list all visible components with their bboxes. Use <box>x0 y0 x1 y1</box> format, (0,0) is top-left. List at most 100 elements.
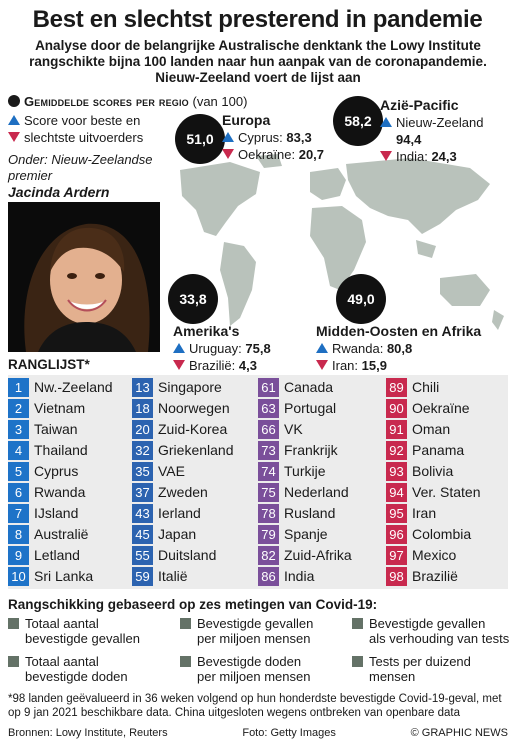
ranking-row: 74 Turkije <box>258 461 326 481</box>
rank-number: 94 <box>386 482 407 502</box>
region-name-amerika: Amerika's <box>173 323 240 339</box>
legend-line2: slechtste uitvoerders <box>24 130 144 145</box>
rank-number: 37 <box>132 482 153 502</box>
region-worst-amerika: Brazilië: 4,3 <box>173 357 271 374</box>
footer: Bronnen: Lowy Institute, Reuters Foto: G… <box>8 727 508 739</box>
metric-line1: Tests per duizend <box>369 654 471 669</box>
rank-number: 74 <box>258 461 279 481</box>
metric-line2: bevestigde gevallen <box>25 631 140 646</box>
rank-country: Chili <box>412 379 440 395</box>
legend-line-best: Score voor beste en <box>8 113 140 128</box>
score-bubble-midden: 49,0 <box>336 274 386 324</box>
triangle-down-icon <box>380 151 392 161</box>
region-name-midden: Midden-Oosten en Afrika <box>316 323 482 339</box>
metric-text: Bevestigde doden per miljoen mensen <box>197 654 310 684</box>
ranking-row: 73 Frankrijk <box>258 440 338 460</box>
ranking-row: 1 Nw.-Zeeland <box>8 377 113 397</box>
rank-number: 86 <box>258 566 279 586</box>
ranking-row: 98 Brazilië <box>386 566 458 586</box>
photo-caption: Onder: Nieuw-Zeelandse premier <box>8 152 153 184</box>
rank-number: 18 <box>132 398 153 418</box>
rank-number: 59 <box>132 566 153 586</box>
rank-country: IJsland <box>34 505 79 521</box>
legend-line-worst: slechtste uitvoerders <box>8 130 143 145</box>
page-subtitle: Analyse door de belangrijke Australische… <box>29 38 487 85</box>
portrait-photo <box>8 202 160 352</box>
metric-item: Bevestigde gevallen als verhouding van te… <box>352 616 509 646</box>
rank-country: Japan <box>158 526 197 542</box>
triangle-down-icon <box>316 360 328 370</box>
region-midden: Midden-Oosten en Afrika Rwanda: 80,8 Ira… <box>316 323 481 374</box>
rank-country: Duitsland <box>158 547 217 563</box>
triangle-up-icon <box>222 132 234 142</box>
rank-country: Bolivia <box>412 463 454 479</box>
rank-number: 43 <box>132 503 153 523</box>
rank-number: 79 <box>258 524 279 544</box>
rank-number: 45 <box>132 524 153 544</box>
ranking-row: 92 Panama <box>386 440 464 460</box>
square-bullet-icon <box>8 618 19 629</box>
region-best-azie: Nieuw-Zeeland <box>380 114 483 131</box>
region-best-europa: Cyprus: 83,3 <box>222 129 324 146</box>
ranking-row: 45 Japan <box>132 524 196 544</box>
rank-number: 93 <box>386 461 407 481</box>
portrait-illustration <box>8 202 160 352</box>
metric-item: Bevestigde doden per miljoen mensen <box>180 654 310 684</box>
score-bubble-amerika: 33,8 <box>168 274 218 324</box>
ranking-row: 5 Cyprus <box>8 461 78 481</box>
ranking-row: 61 Canada <box>258 377 333 397</box>
rank-number: 92 <box>386 440 407 460</box>
ranking-row: 55 Duitsland <box>132 545 216 565</box>
legend-heading: Gemiddelde scores per regio (van 100) <box>8 94 247 109</box>
triangle-down-icon <box>222 149 234 159</box>
triangle-down-icon <box>173 360 185 370</box>
basis-title: Rangschikking gebaseerd op zes metingen … <box>8 597 378 612</box>
rank-number: 89 <box>386 377 407 397</box>
ranking-row: 94 Ver. Staten <box>386 482 481 502</box>
rank-number: 35 <box>132 461 153 481</box>
ranking-row: 86 India <box>258 566 314 586</box>
rank-country: Turkije <box>284 463 326 479</box>
rank-country: Zuid-Korea <box>158 421 228 437</box>
rank-number: 82 <box>258 545 279 565</box>
rank-number: 90 <box>386 398 407 418</box>
page-title: Best en slechtst presterend in pandemie <box>32 6 483 33</box>
ranking-row: 18 Noorwegen <box>132 398 230 418</box>
ranking-row: 78 Rusland <box>258 503 335 523</box>
metric-line2: mensen <box>369 669 416 684</box>
rank-number: 63 <box>258 398 279 418</box>
triangle-up-icon <box>316 343 328 353</box>
square-bullet-icon <box>180 618 191 629</box>
metric-line1: Bevestigde gevallen <box>197 616 314 631</box>
legend-line1: Score voor beste en <box>24 113 141 128</box>
square-bullet-icon <box>352 618 363 629</box>
rank-number: 75 <box>258 482 279 502</box>
metric-line1: Bevestigde gevallen <box>369 616 486 631</box>
square-bullet-icon <box>180 656 191 667</box>
rank-country: Nw.-Zeeland <box>34 379 113 395</box>
region-name-azie: Azië-Pacific <box>380 97 459 113</box>
rank-number: 2 <box>8 398 29 418</box>
ranking-row: 96 Colombia <box>386 524 471 544</box>
rank-country: Sri Lanka <box>34 568 94 584</box>
region-amerika: Amerika's Uruguay: 75,8 Brazilië: 4,3 <box>173 323 271 374</box>
ranking-row: 90 Oekraïne <box>386 398 470 418</box>
rank-country: Canada <box>284 379 334 395</box>
metric-text: Bevestigde gevallen als verhouding van te… <box>369 616 509 646</box>
rank-country: Ver. Staten <box>412 484 481 500</box>
region-best-midden: Rwanda: 80,8 <box>316 340 481 357</box>
rank-number: 3 <box>8 419 29 439</box>
ranking-row: 6 Rwanda <box>8 482 85 502</box>
metric-text: Tests per duizend mensen <box>369 654 471 684</box>
ranking-title: RANGLIJST* <box>8 357 90 372</box>
ranking-row: 66 VK <box>258 419 303 439</box>
ranking-row: 43 Ierland <box>132 503 201 523</box>
rank-number: 13 <box>132 377 153 397</box>
rank-country: Frankrijk <box>284 442 338 458</box>
rank-number: 98 <box>386 566 407 586</box>
rank-country: Letland <box>34 547 80 563</box>
rank-number: 96 <box>386 524 407 544</box>
region-azie: Azië-Pacific Nieuw-Zeeland 94,4 India: 2… <box>380 97 483 165</box>
metric-line2: per miljoen mensen <box>197 631 311 646</box>
rank-country: Cyprus <box>34 463 79 479</box>
